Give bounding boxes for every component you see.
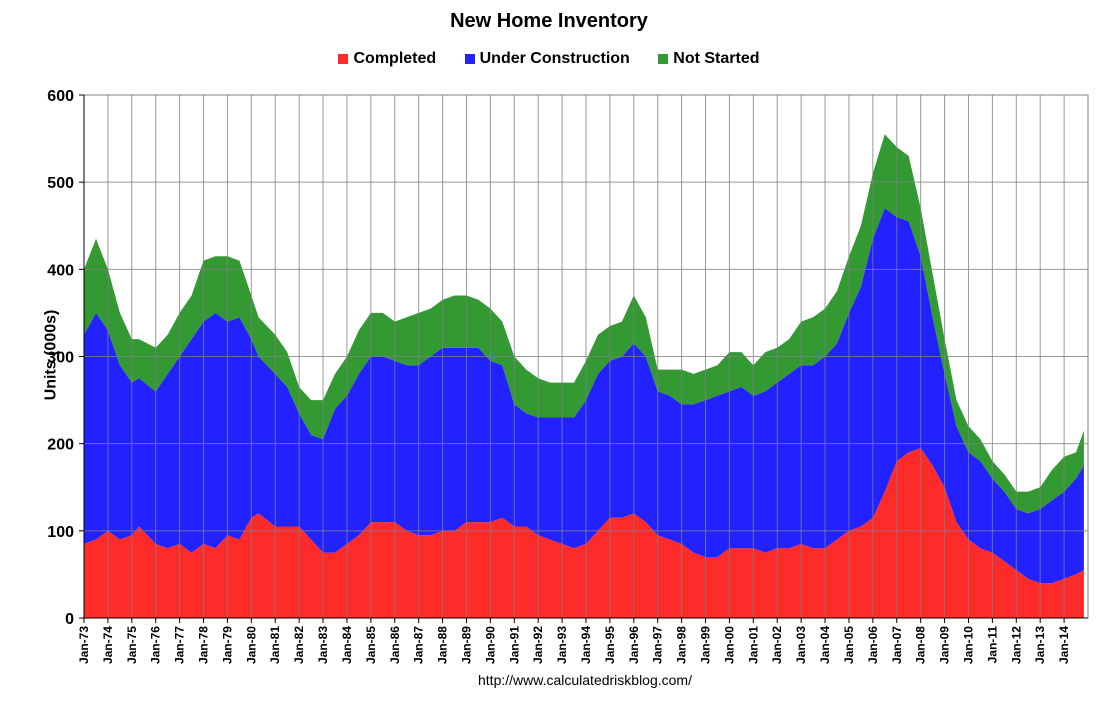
x-tick-label: Jan-76 <box>149 626 163 664</box>
legend: Completed Under Construction Not Started <box>0 50 1098 69</box>
x-tick-label: Jan-00 <box>722 626 736 664</box>
x-tick-label: Jan-90 <box>483 626 497 664</box>
x-tick-label: Jan-97 <box>651 626 665 664</box>
area-completed <box>84 448 1084 618</box>
y-tick-label: 300 <box>47 350 74 367</box>
x-tick-label: Jan-85 <box>364 626 378 664</box>
legend-item-under-construction: Under Construction <box>464 50 630 68</box>
x-tick-label: Jan-92 <box>531 626 545 664</box>
x-tick-label: Jan-10 <box>961 626 975 664</box>
area-under-construction <box>84 208 1084 584</box>
x-tick-label: Jan-81 <box>268 626 282 664</box>
x-tick-label: Jan-95 <box>603 626 617 664</box>
x-tick-label: Jan-09 <box>938 626 952 664</box>
x-tick-label: Jan-13 <box>1033 626 1047 664</box>
x-tick-label: Jan-74 <box>101 626 115 664</box>
y-tick-label: 500 <box>47 175 74 192</box>
x-tick-label: Jan-99 <box>699 626 713 664</box>
source-url: http://www.calculatedriskblog.com/ <box>478 672 692 688</box>
x-tick-label: Jan-78 <box>197 626 211 664</box>
legend-label-not-started: Not Started <box>673 50 760 67</box>
legend-swatch-not-started <box>658 54 669 64</box>
legend-label-under-construction: Under Construction <box>479 50 630 67</box>
x-tick-label: Jan-06 <box>866 626 880 664</box>
x-tick-label: Jan-05 <box>842 626 856 664</box>
x-tick-label: Jan-82 <box>292 626 306 664</box>
x-tick-label: Jan-04 <box>818 626 832 664</box>
x-tick-label: Jan-11 <box>985 626 999 664</box>
x-tick-label: Jan-75 <box>125 626 139 664</box>
x-tick-label: Jan-73 <box>77 626 91 664</box>
y-tick-label: 200 <box>47 437 74 454</box>
x-tick-label: Jan-98 <box>675 626 689 664</box>
x-tick-label: Jan-02 <box>770 626 784 664</box>
y-tick-label: 600 <box>47 88 74 105</box>
legend-item-completed: Completed <box>338 50 436 68</box>
x-tick-label: Jan-08 <box>914 626 928 664</box>
x-tick-label: Jan-77 <box>173 626 187 664</box>
y-tick-label: 100 <box>47 524 74 541</box>
y-tick-label: 0 <box>65 611 74 628</box>
x-tick-label: Jan-93 <box>555 626 569 664</box>
x-tick-label: Jan-89 <box>459 626 473 664</box>
x-tick-label: Jan-79 <box>220 626 234 664</box>
x-tick-label: Jan-87 <box>412 626 426 664</box>
legend-item-not-started: Not Started <box>658 50 760 68</box>
x-tick-label: Jan-07 <box>890 626 904 664</box>
x-tick-label: Jan-96 <box>627 626 641 664</box>
chart-title: New Home Inventory <box>450 10 648 32</box>
x-tick-label: Jan-94 <box>579 626 593 664</box>
legend-swatch-completed <box>338 54 349 64</box>
x-tick-label: Jan-91 <box>507 626 521 664</box>
x-tick-label: Jan-84 <box>340 626 354 664</box>
x-tick-label: Jan-88 <box>436 626 450 664</box>
x-tick-label: Jan-83 <box>316 626 330 664</box>
y-tick-label: 400 <box>47 262 74 279</box>
x-tick-label: Jan-03 <box>794 626 808 664</box>
legend-swatch-under-construction <box>464 54 475 64</box>
x-tick-label: Jan-14 <box>1057 626 1071 664</box>
x-tick-label: Jan-01 <box>746 626 760 664</box>
x-tick-label: Jan-12 <box>1009 626 1023 664</box>
x-tick-label: Jan-80 <box>244 626 258 664</box>
legend-label-completed: Completed <box>353 50 437 67</box>
x-tick-label: Jan-86 <box>388 626 402 664</box>
